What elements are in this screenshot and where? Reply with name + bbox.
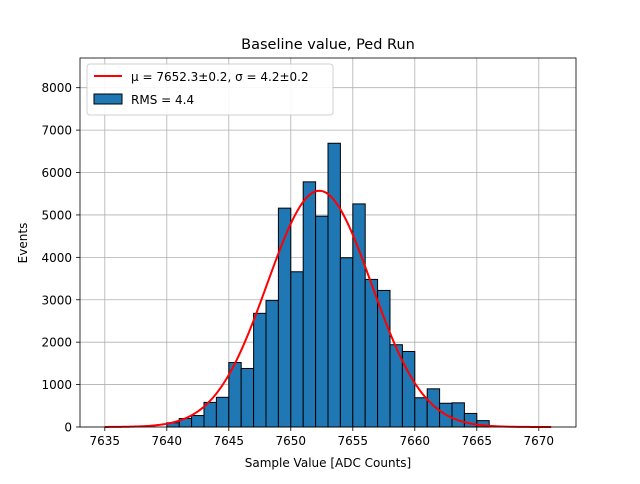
y-tick-label: 2000 <box>41 336 72 350</box>
x-tick-label: 7660 <box>400 434 431 448</box>
gaussian-fit-line <box>104 189 552 428</box>
y-tick-label: 5000 <box>41 208 72 222</box>
histogram-bar <box>290 271 304 428</box>
x-tick-label: 7670 <box>524 434 555 448</box>
histogram-bar <box>215 396 230 428</box>
histogram-bar <box>315 215 329 428</box>
x-axis-label: Sample Value [ADC Counts] <box>245 456 411 470</box>
histogram-bar <box>364 278 379 428</box>
histogram-bar <box>277 207 292 428</box>
legend-box <box>86 63 334 116</box>
x-tick-label: 7640 <box>152 434 183 448</box>
x-tick-label: 7650 <box>276 434 307 448</box>
legend: μ = 7652.3±0.2, σ = 4.2±0.2 RMS = 4.4 <box>86 63 334 116</box>
histogram-bar <box>339 257 354 428</box>
x-tick-label: 7665 <box>462 434 493 448</box>
histogram-bar <box>414 397 428 428</box>
x-axis-ticks: 7635 7640 7645 7650 7655 7660 7665 7670 <box>90 427 555 448</box>
legend-rms-swatch <box>93 93 123 105</box>
y-axis-ticks: 0 1000 2000 3000 4000 5000 6000 7000 8000 <box>41 81 80 435</box>
histogram-bar <box>265 300 279 428</box>
y-tick-label: 8000 <box>41 81 72 95</box>
plot-frame <box>79 57 577 428</box>
x-tick-label: 7655 <box>338 434 369 448</box>
y-tick-label: 3000 <box>41 293 72 307</box>
legend-rms-label: RMS = 4.4 <box>131 93 194 107</box>
histogram-bar <box>377 289 391 428</box>
histogram-bar <box>240 367 255 428</box>
histogram-bar <box>451 402 465 428</box>
histogram-bar <box>327 142 341 428</box>
y-tick-label: 6000 <box>41 166 72 180</box>
x-tick-label: 7645 <box>214 434 245 448</box>
y-axis-label: Events <box>16 223 30 264</box>
legend-fit-label: μ = 7652.3±0.2, σ = 4.2±0.2 <box>131 70 309 84</box>
histogram-bar <box>191 415 205 428</box>
x-tick-label: 7635 <box>90 434 121 448</box>
histogram-bar <box>302 181 317 428</box>
chart-title: Baseline value, Ped Run <box>241 37 415 53</box>
y-tick-label: 7000 <box>41 124 72 138</box>
y-tick-label: 0 <box>64 421 72 435</box>
y-tick-label: 1000 <box>41 378 72 392</box>
y-tick-label: 4000 <box>41 251 72 265</box>
histogram-bar <box>253 312 267 428</box>
